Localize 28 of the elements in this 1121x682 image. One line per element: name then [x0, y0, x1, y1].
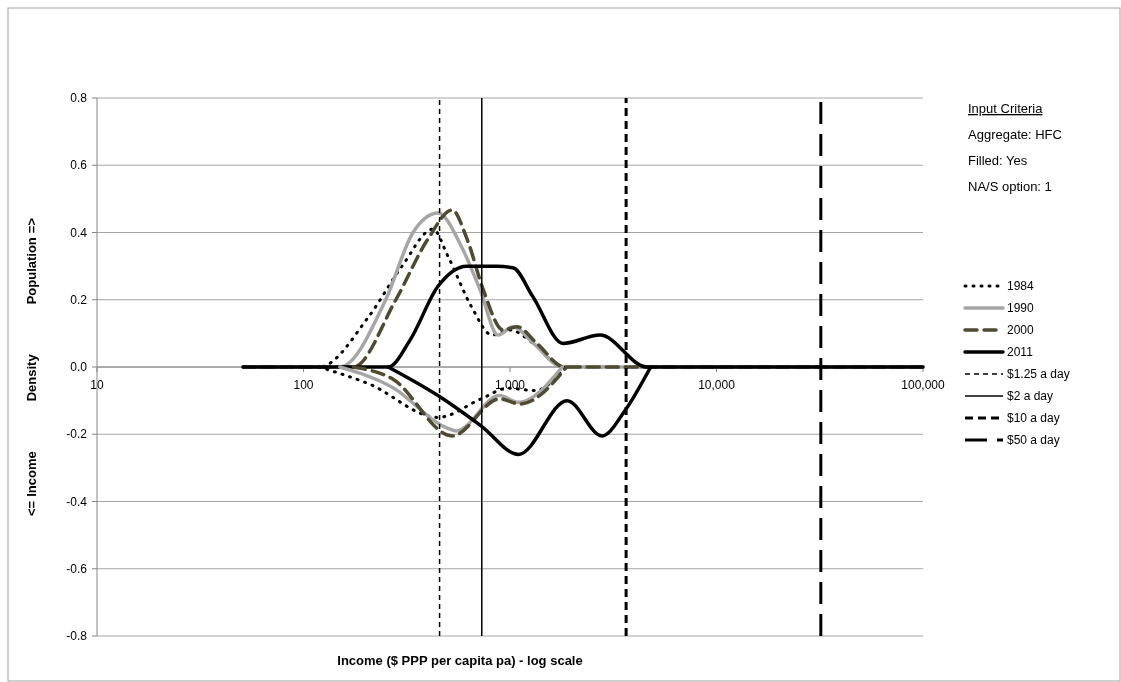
- text: Filled: Yes: [968, 153, 1028, 168]
- text: <= Income Density Population =>: [24, 217, 39, 517]
- legend-label: 1990: [1007, 301, 1035, 316]
- y-tick-label: -0.6: [66, 561, 88, 576]
- legend-label: $50 a day: [1007, 433, 1060, 448]
- y-tick-label: 0.4: [70, 225, 88, 240]
- y-tick-label: 0.8: [70, 91, 88, 106]
- text: Aggregate: HFC: [968, 127, 1062, 142]
- legend-label: $10 a day: [1007, 411, 1060, 426]
- y-tick-label: 0.2: [70, 292, 88, 307]
- y-tick-label: -0.8: [66, 629, 88, 644]
- x-tick-label: 100: [293, 378, 314, 392]
- y-tick-label: -0.4: [66, 494, 88, 509]
- y-tick-label: 0.6: [70, 158, 88, 173]
- legend-label: 2011: [1007, 345, 1034, 360]
- text: NA/S option: 1: [968, 179, 1052, 194]
- legend-label: 2000: [1007, 323, 1035, 338]
- y-tick-label: 0.0: [70, 360, 88, 375]
- legend-label: 1984: [1007, 279, 1035, 294]
- legend-label: $1.25 a day: [1007, 367, 1070, 382]
- x-tick-label: 100,000: [901, 378, 946, 392]
- x-tick-label: 1,000: [494, 378, 526, 392]
- x-tick-label: 10: [90, 378, 104, 392]
- legend-label: $2 a day: [1007, 389, 1054, 404]
- y-tick-label: -0.2: [66, 427, 88, 442]
- x-axis-title: Income ($ PPP per capita pa) - log scale: [337, 653, 583, 668]
- text: Input Criteria: [968, 101, 1044, 116]
- x-tick-label: 10,000: [698, 378, 736, 392]
